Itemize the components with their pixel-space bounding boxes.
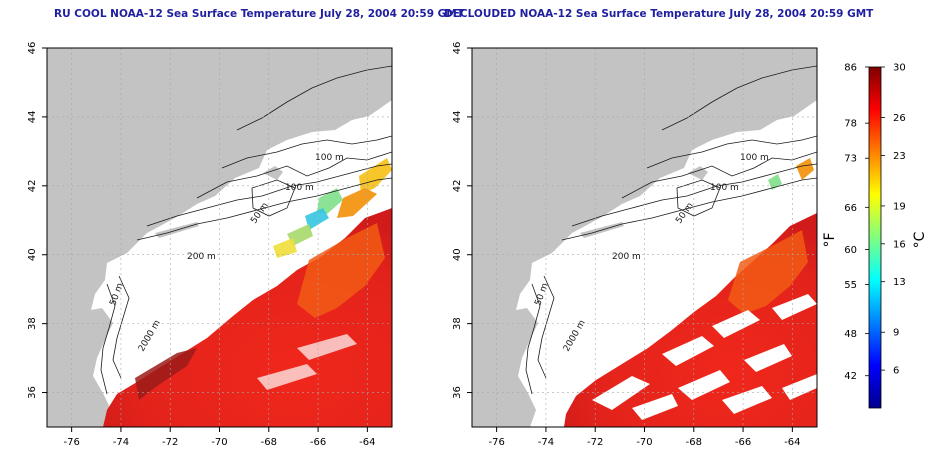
nova-scotia-island xyxy=(772,100,802,116)
warm-sst-region xyxy=(103,158,392,427)
longitude-tick-label: -72 xyxy=(587,437,603,448)
longitude-tick-label: -66 xyxy=(735,437,751,448)
warm-sst-region xyxy=(564,158,817,427)
lat-lon-grid xyxy=(47,48,392,427)
celsius-tick-label: 23 xyxy=(893,151,906,162)
contour-label: 200 m xyxy=(187,252,216,262)
longitude-tick-label: -76 xyxy=(63,437,79,448)
left-longitude-ticks: -76 -74 -72 -70 -68 -66 -64 xyxy=(63,427,376,448)
bathymetry-contours xyxy=(100,65,392,395)
latitude-tick-label: 38 xyxy=(27,317,38,330)
left-sst-map: 100 m 100 m 50 m 200 m 50 m 2000 m -76 -7… xyxy=(27,42,393,448)
temperature-colorbar: 86 78 73 66 60 55 48 42 30 26 23 19 16 13 9 6 °F °C xyxy=(822,63,928,409)
latitude-tick-label: 46 xyxy=(27,42,38,55)
contour-label: 100 m xyxy=(315,153,344,163)
latitude-tick-label: 36 xyxy=(27,386,38,399)
celsius-tick-label: 6 xyxy=(893,366,899,377)
cape-cod xyxy=(263,166,283,180)
fahrenheit-label: °F xyxy=(822,232,838,247)
latitude-tick-label: 40 xyxy=(452,248,463,261)
celsius-tick-label: 9 xyxy=(893,328,899,339)
longitude-tick-label: -76 xyxy=(488,437,504,448)
contour-label: 100 m xyxy=(740,153,769,163)
celsius-tick-label: 13 xyxy=(893,277,906,288)
left-map-title: RU COOL NOAA-12 Sea Surface Temperature … xyxy=(54,8,464,20)
left-latitude-ticks: 46 44 42 40 38 36 xyxy=(27,42,47,399)
latitude-tick-label: 40 xyxy=(27,248,38,261)
longitude-tick-label: -72 xyxy=(162,437,178,448)
fahrenheit-tick-label: 73 xyxy=(844,154,857,165)
latitude-tick-label: 36 xyxy=(452,386,463,399)
fahrenheit-ticks: 86 78 73 66 60 55 48 42 xyxy=(844,63,869,382)
latitude-tick-label: 42 xyxy=(27,179,38,192)
fahrenheit-tick-label: 60 xyxy=(844,245,857,256)
celsius-tick-label: 16 xyxy=(893,239,906,250)
latitude-tick-label: 38 xyxy=(452,317,463,330)
bathymetry-contours xyxy=(525,65,817,395)
contour-label: 100 m xyxy=(285,183,314,193)
colorbar-scale xyxy=(868,66,882,409)
fahrenheit-tick-label: 86 xyxy=(844,63,857,74)
longitude-tick-label: -66 xyxy=(310,437,326,448)
longitude-tick-label: -70 xyxy=(211,437,227,448)
contour-label: 100 m xyxy=(710,183,739,193)
latitude-tick-label: 44 xyxy=(27,111,38,124)
fahrenheit-tick-label: 78 xyxy=(844,119,857,130)
celsius-tick-label: 19 xyxy=(893,201,906,212)
right-sst-map: 100 m 100 m 50 m 200 m 50 m 2000 m -76 -7… xyxy=(452,42,818,448)
fahrenheit-tick-label: 55 xyxy=(844,280,857,291)
latitude-tick-label: 42 xyxy=(452,179,463,192)
celsius-tick-label: 26 xyxy=(893,113,906,124)
lat-lon-grid xyxy=(472,48,817,427)
longitude-tick-label: -74 xyxy=(538,437,554,448)
longitude-tick-label: -68 xyxy=(261,437,277,448)
right-map-title: DECLOUDED NOAA-12 Sea Surface Temperatur… xyxy=(444,8,874,20)
celsius-label: °C xyxy=(912,231,928,248)
right-latitude-ticks: 46 44 42 40 38 36 xyxy=(452,42,472,399)
longitude-tick-label: -64 xyxy=(784,437,800,448)
nova-scotia-island xyxy=(347,100,377,116)
latitude-tick-label: 46 xyxy=(452,42,463,55)
fahrenheit-tick-label: 42 xyxy=(844,371,857,382)
longitude-tick-label: -68 xyxy=(686,437,702,448)
longitude-tick-label: -64 xyxy=(359,437,375,448)
fahrenheit-tick-label: 48 xyxy=(844,329,857,340)
longitude-tick-label: -70 xyxy=(636,437,652,448)
latitude-tick-label: 44 xyxy=(452,111,463,124)
longitude-tick-label: -74 xyxy=(113,437,129,448)
celsius-ticks: 30 26 23 19 16 13 9 6 xyxy=(881,63,906,377)
contour-label: 200 m xyxy=(612,252,641,262)
right-longitude-ticks: -76 -74 -72 -70 -68 -66 -64 xyxy=(488,427,801,448)
celsius-tick-label: 30 xyxy=(893,63,906,74)
cape-cod xyxy=(688,166,708,180)
fahrenheit-tick-label: 66 xyxy=(844,203,857,214)
